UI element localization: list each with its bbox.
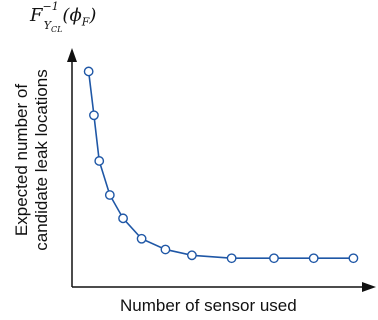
- data-point: [83, 66, 94, 77]
- y-axis-function-label: F−1ΥCL(ϕF): [30, 0, 111, 34]
- data-point: [94, 156, 105, 166]
- data-point: [104, 190, 115, 200]
- corner-label-arg-main: ϕ: [69, 5, 82, 26]
- data-point: [269, 253, 279, 264]
- y-axis-label-wrap: Expected number of candidate leak locati…: [0, 0, 60, 320]
- data-point: [348, 253, 359, 264]
- y-axis-label-line-1: Expected number of: [12, 83, 31, 237]
- corner-label-superscript: −1: [42, 0, 59, 13]
- x-axis-arrow: [362, 282, 376, 292]
- corner-label-subscript: ΥCL: [43, 18, 63, 34]
- y-axis-arrow: [67, 48, 77, 62]
- corner-label-argument: (ϕF): [62, 5, 97, 29]
- corner-label-subscript-main: Υ: [43, 18, 51, 32]
- y-axis-label: Expected number of candidate leak locati…: [12, 69, 52, 250]
- data-point: [226, 253, 237, 264]
- data-point: [136, 233, 147, 244]
- corner-label-arg-sub: F: [81, 15, 90, 29]
- corner-label-open-paren: (: [62, 5, 70, 26]
- corner-label-subscript-sub: CL: [50, 24, 63, 34]
- series-layer: [83, 66, 359, 264]
- data-point: [89, 110, 99, 121]
- corner-label-close-paren: ): [89, 5, 97, 26]
- data-point: [308, 253, 319, 264]
- series-line: [87, 71, 354, 260]
- axes: [67, 48, 376, 292]
- y-axis-label-line-2: candidate leak locations: [32, 69, 51, 251]
- data-point: [118, 213, 128, 224]
- data-point: [160, 244, 171, 255]
- x-axis-label: Number of sensor used: [120, 296, 297, 315]
- data-point: [187, 250, 197, 261]
- corner-label-main: F: [30, 5, 43, 26]
